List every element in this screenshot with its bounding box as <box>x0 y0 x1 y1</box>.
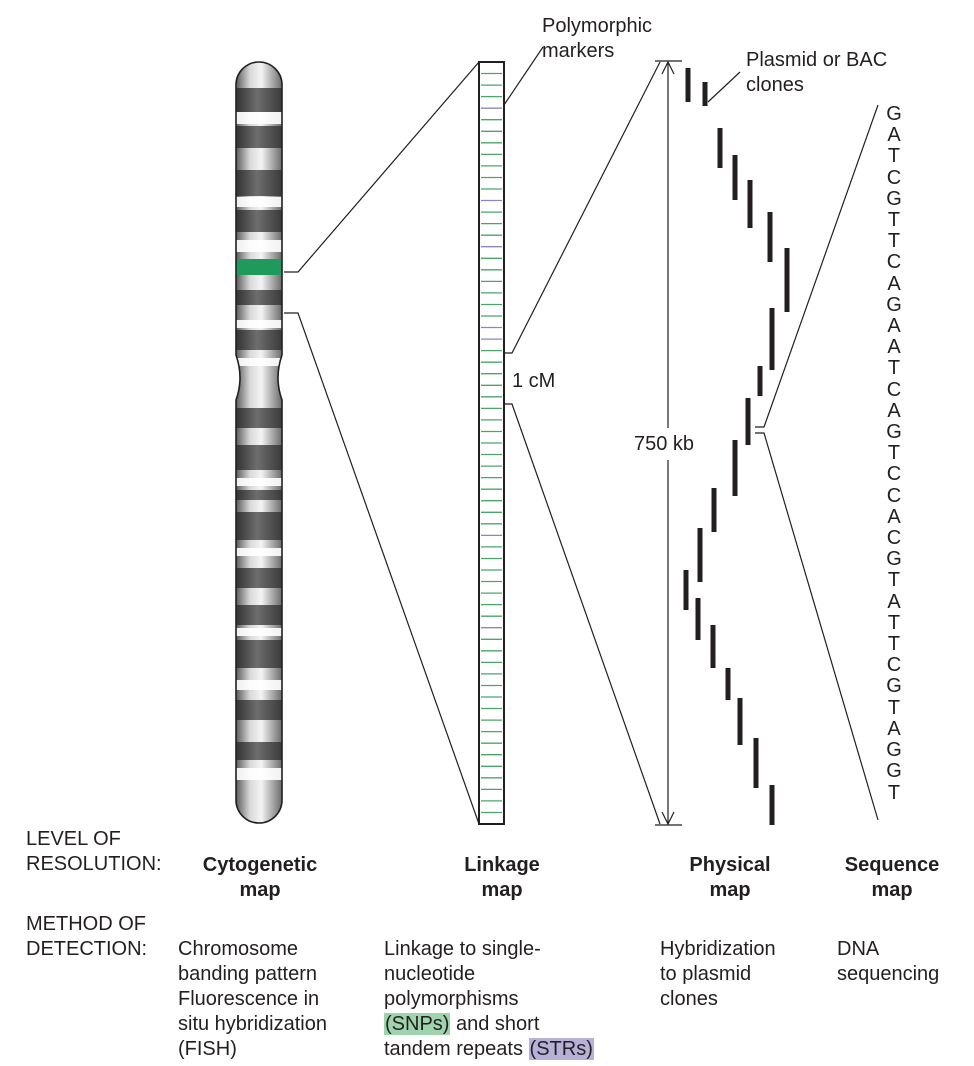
chromosome-dark-band <box>236 605 282 625</box>
chromosome-dark-band <box>236 742 282 760</box>
sequence-base: G <box>886 103 902 125</box>
sequence-base: G <box>886 293 902 316</box>
sequence-base: C <box>886 654 902 677</box>
sequence-base: G <box>886 187 902 210</box>
chromosome-dark-band <box>236 640 282 668</box>
polymorphic-markers-pointer <box>503 46 544 106</box>
sequence-base: C <box>886 251 902 274</box>
sequence-base: T <box>887 230 901 253</box>
sequence-base: A <box>887 505 901 528</box>
sequence-base: C <box>886 378 902 401</box>
sequence-base: C <box>886 463 902 486</box>
chromosome-dark-band <box>236 512 282 540</box>
sequence-base: C <box>886 166 902 189</box>
sequence-base: C <box>886 484 902 507</box>
clone-segments <box>683 68 790 825</box>
sequence-base: T <box>887 569 901 592</box>
chromosome-dark-band <box>236 330 282 350</box>
chromosome-light-band <box>236 197 282 207</box>
chromosome-dark-band <box>236 210 282 232</box>
sequence-base: C <box>886 527 902 550</box>
sequence-base: A <box>887 336 901 359</box>
linkage-map-title: Linkage map <box>464 854 540 901</box>
physical-map-title: Physical map <box>689 854 771 901</box>
sequence-base: A <box>887 315 901 338</box>
sequence-base: T <box>887 357 901 380</box>
clones-pointer <box>707 71 741 103</box>
chromosome-dark-band <box>236 170 282 196</box>
sequence-base: T <box>887 633 901 656</box>
scale-arrow-750kb <box>655 60 682 826</box>
sequence-base: A <box>887 717 901 740</box>
snp-highlight: (SNPs) <box>384 1013 451 1035</box>
cytogenetic-map-title: Cytogenetic map <box>202 854 318 901</box>
chromosome-dark-band <box>236 700 282 720</box>
cytogenetic-method: Chromosome banding pattern Fluorescence … <box>178 938 327 1060</box>
one-cm-label: 1 cM <box>512 370 556 392</box>
chromosome-light-band <box>236 680 282 690</box>
sequence-base: G <box>886 739 902 762</box>
chromosome-light-band <box>236 478 282 486</box>
fish-signal-band <box>236 259 282 275</box>
polymorphic-markers-label: Polymorphic markers <box>542 15 653 62</box>
sequence-base: G <box>886 760 902 783</box>
chromosome-dark-band <box>236 568 282 588</box>
chromosome-light-band <box>236 320 282 328</box>
chromosome-dark-band <box>236 290 282 305</box>
zoom-connectors <box>284 46 879 825</box>
chromosome-dark-band <box>236 88 282 112</box>
sequence-base: G <box>886 421 902 444</box>
chromosome-dark-band <box>236 126 282 148</box>
750-kb-label: 750 kb <box>634 433 695 455</box>
clones-label: Plasmid or BAC clones <box>746 49 888 96</box>
sequence-base: T <box>887 781 901 804</box>
sequence-base: A <box>887 590 901 613</box>
chromosome-dark-band <box>236 445 282 470</box>
method-of-detection-heading: METHOD OF DETECTION: <box>26 913 148 960</box>
sequence-method: DNA sequencing <box>837 938 940 985</box>
physical-method: Hybridization to plasmid clones <box>660 938 776 1010</box>
sequence-map-title: Sequence map <box>844 854 940 901</box>
chromosome-light-band <box>236 628 282 636</box>
chromosome <box>235 61 283 824</box>
sequence-base: G <box>886 548 902 571</box>
chromosome-dark-band <box>236 490 282 500</box>
chromosome-light-band <box>236 768 282 780</box>
sequence-base: T <box>887 611 901 634</box>
sequence-base: T <box>887 145 901 168</box>
sequence-base: T <box>887 696 901 719</box>
chromosome-dark-band <box>236 408 282 428</box>
sequence-base: A <box>887 399 901 422</box>
str-highlight: (STRs) <box>528 1038 594 1060</box>
chromosome-light-band <box>236 548 282 556</box>
sequence-base: A <box>887 124 901 147</box>
sequence-base: G <box>886 675 902 698</box>
linkage-method: Linkage to single- nucleotide polymorphi… <box>384 938 594 1060</box>
sequence-base: A <box>887 272 901 295</box>
chromosome-light-band <box>236 112 282 124</box>
linkage-map-bar <box>478 61 505 825</box>
chromosome-light-band <box>236 358 282 366</box>
level-of-resolution-heading: LEVEL OF RESOLUTION: <box>26 828 162 875</box>
sequence-base: T <box>887 209 901 232</box>
chromosome-light-band <box>236 240 282 252</box>
sequence-base: T <box>887 442 901 465</box>
